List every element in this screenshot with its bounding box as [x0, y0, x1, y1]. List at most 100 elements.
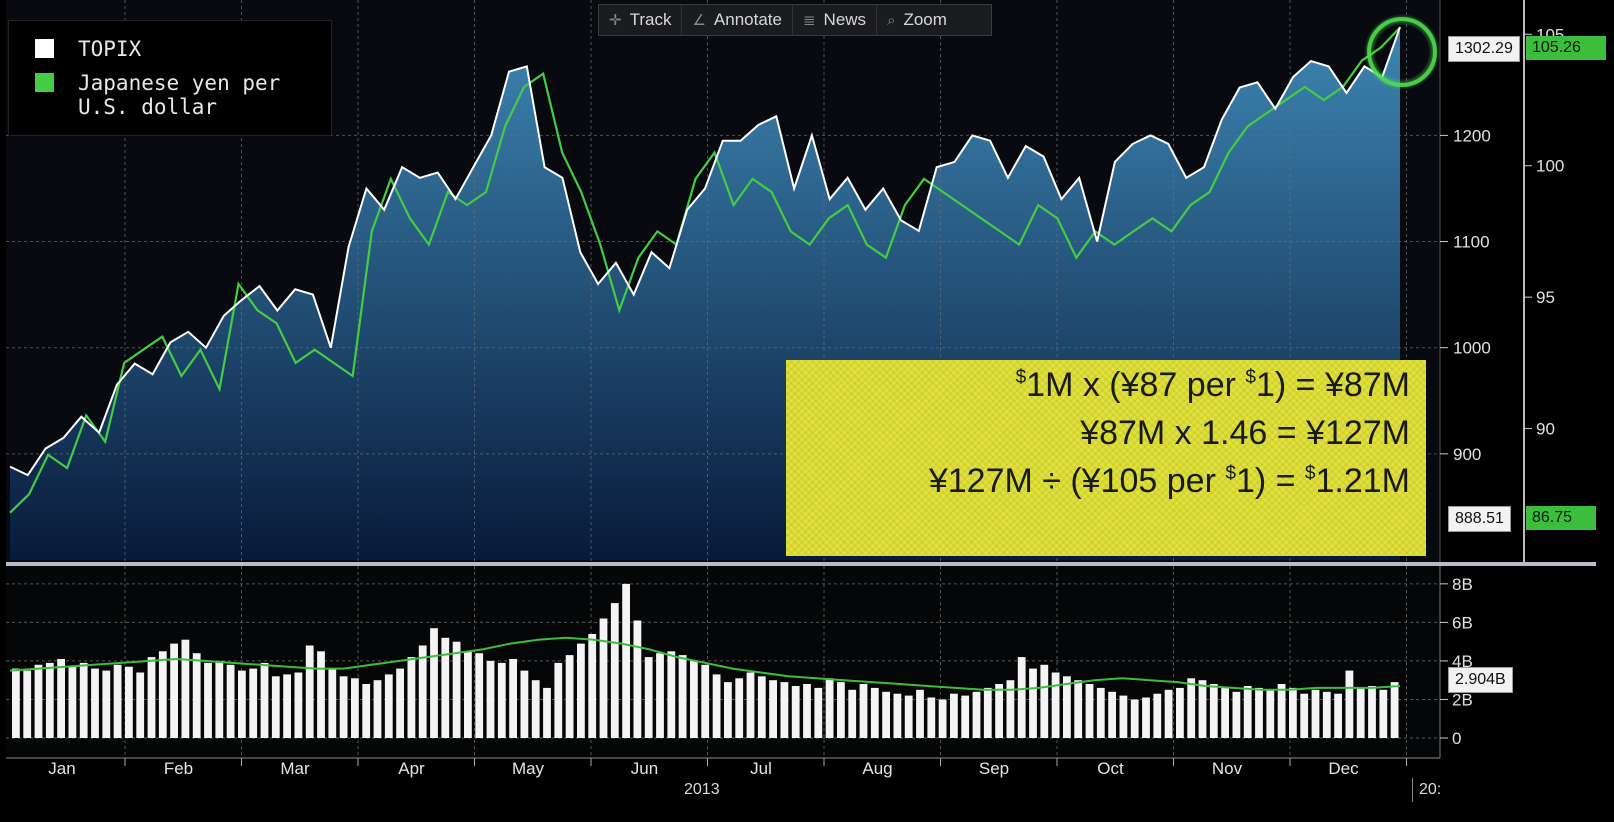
volume-bar	[769, 680, 777, 738]
volume-bar	[837, 682, 845, 738]
volume-bar	[1356, 687, 1365, 738]
news-icon: ≣	[802, 12, 816, 29]
volume-bar	[848, 689, 857, 738]
topix-tick-label: 900	[1453, 445, 1481, 464]
volume-bar	[1164, 689, 1173, 738]
month-label: May	[512, 759, 545, 778]
yen-tick-label: 90	[1536, 420, 1555, 439]
volume-bar	[12, 668, 20, 738]
legend-label-yen-line1: Japanese yen per	[78, 71, 281, 95]
volume-bar	[633, 620, 642, 738]
volume-bar	[362, 684, 371, 738]
legend-item-topix: TOPIX	[35, 37, 141, 61]
volume-bar	[249, 668, 258, 738]
zoom-label: Zoom	[903, 10, 947, 29]
zoom-button[interactable]: ⌕ Zoom	[877, 5, 957, 35]
month-label: Feb	[164, 759, 193, 778]
topix-axis: 900 1000 1100 1200	[1439, 0, 1491, 562]
volume-bar	[373, 680, 382, 738]
month-label: Mar	[280, 759, 310, 778]
volume-bar	[610, 603, 619, 738]
volume-bar	[34, 664, 43, 738]
annotate-button[interactable]: ∠ Annotate	[682, 5, 793, 35]
pencil-icon: ∠	[692, 12, 706, 29]
volume-bar	[1345, 670, 1354, 738]
volume-average-line	[9, 636, 1401, 691]
volume-bar	[441, 637, 450, 738]
volume-bar	[91, 668, 99, 738]
legend-label-yen: Japanese yen per U.S. dollar	[78, 71, 280, 119]
volume-bar	[1153, 693, 1162, 738]
volume-tick-label: 6B	[1452, 613, 1473, 632]
legend-label-topix: TOPIX	[78, 37, 142, 61]
volume-bar	[1108, 691, 1116, 738]
volume-bar	[1334, 693, 1342, 738]
volume-bar	[1176, 687, 1184, 738]
yen-last-badge: 105.26	[1526, 36, 1606, 60]
volume-bar	[1006, 680, 1015, 738]
volume-bar	[1017, 657, 1026, 738]
volume-bar	[396, 668, 404, 738]
volume-bar	[317, 651, 325, 738]
month-label: Jan	[48, 759, 75, 778]
volume-bar	[170, 643, 178, 738]
news-button[interactable]: ≣ News	[793, 5, 878, 35]
volume-last-label: 2.904B	[1448, 667, 1513, 693]
volume-bar	[475, 653, 484, 738]
volume-bar	[1368, 686, 1376, 738]
formula-line-2: ¥87M x 1.46 = ¥127M	[1080, 414, 1410, 452]
volume-tick-label: 4B	[1452, 652, 1473, 671]
volume-bar	[464, 651, 472, 738]
volume-bar	[1322, 691, 1331, 738]
volume-bar	[181, 639, 190, 738]
volume-bar	[430, 628, 438, 738]
volume-bar	[622, 583, 630, 738]
topix-tick-label: 1000	[1453, 339, 1491, 358]
volume-bar	[136, 672, 145, 738]
volume-tick-label: 0	[1452, 729, 1461, 748]
volume-bar	[1232, 691, 1241, 738]
price-lines-layer	[9, 26, 1401, 514]
yen-line	[9, 26, 1401, 514]
volume-bar	[339, 676, 348, 738]
month-axis: Jan Feb Mar Apr May Jun Jul Aug Sep Oct Nov Dec	[6, 757, 1440, 778]
topix-tick-label: 1200	[1453, 126, 1491, 145]
volume-bar	[226, 664, 235, 738]
volume-bar	[757, 676, 766, 738]
legend-item-yen: Japanese yen per U.S. dollar	[35, 71, 280, 119]
volume-bar	[893, 693, 902, 738]
volume-bar	[1277, 684, 1286, 738]
month-label: Jun	[631, 759, 658, 778]
volume-bar	[57, 659, 65, 738]
volume-bar	[791, 686, 800, 738]
volume-bar	[1051, 672, 1060, 738]
dollar-sup: $	[1225, 463, 1236, 484]
volume-tick-label: 8B	[1452, 575, 1473, 594]
next-year-label: 20:	[1412, 778, 1447, 802]
volume-bar	[102, 670, 111, 738]
volume-bar	[916, 689, 924, 738]
volume-bar	[520, 670, 529, 738]
volume-bar	[486, 660, 495, 738]
volume-bar	[1096, 687, 1105, 738]
formula-3-text-b: 1) =	[1235, 462, 1305, 500]
topix-tick-label: 1100	[1453, 233, 1490, 252]
volume-bar	[1130, 699, 1139, 738]
legend-label-yen-line2: U.S. dollar	[78, 95, 218, 119]
yen-first-badge: 86.75	[1526, 506, 1596, 530]
volume-bar	[1074, 680, 1083, 738]
volume-bar	[452, 641, 461, 738]
track-button[interactable]: ✛ Track	[599, 5, 683, 35]
formula-line-1: $1M x (¥87 per $1) = ¥87M	[1016, 366, 1410, 405]
volume-bar	[271, 676, 280, 738]
volume-bar	[1255, 687, 1263, 738]
month-label: Nov	[1212, 759, 1243, 778]
volume-bar	[938, 699, 947, 738]
volume-bar	[1040, 664, 1049, 738]
magnifier-icon: ⌕	[887, 11, 896, 29]
month-label: Jul	[750, 759, 772, 778]
month-label: Oct	[1097, 759, 1124, 778]
volume-bar	[328, 668, 337, 738]
topix-first-label: 888.51	[1448, 506, 1511, 532]
volume-bar	[724, 682, 732, 738]
